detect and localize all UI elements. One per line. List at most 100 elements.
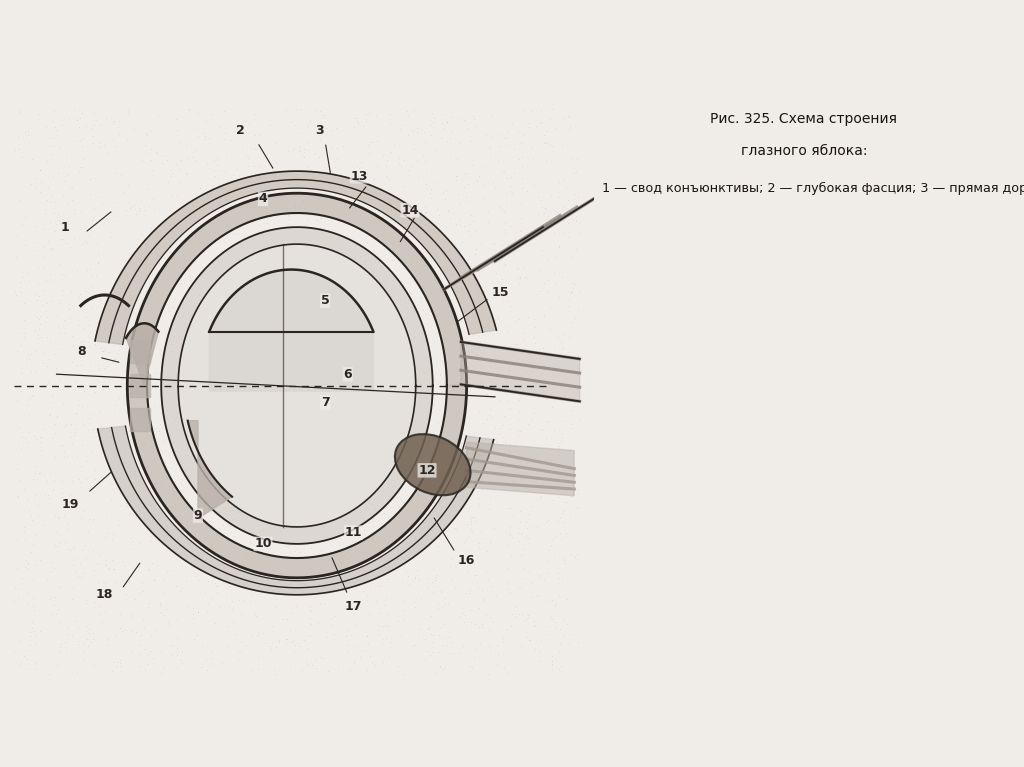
Point xyxy=(358,630,375,642)
Point xyxy=(289,306,305,318)
Point xyxy=(63,193,80,206)
Point xyxy=(250,177,266,189)
Point xyxy=(298,326,314,338)
Point xyxy=(563,394,580,407)
Point xyxy=(178,253,195,265)
Point xyxy=(531,264,548,276)
Point xyxy=(143,645,160,657)
Point xyxy=(378,312,394,324)
Point xyxy=(556,629,572,641)
Point xyxy=(419,232,435,245)
Point xyxy=(473,377,489,389)
Point xyxy=(73,571,89,584)
Point xyxy=(211,263,227,275)
Point xyxy=(111,120,127,133)
Point xyxy=(444,395,461,407)
Point xyxy=(196,438,212,450)
Point xyxy=(350,439,367,451)
Point xyxy=(44,432,60,444)
Point xyxy=(156,660,172,673)
Point xyxy=(203,591,219,604)
Point xyxy=(300,493,316,505)
Point xyxy=(358,169,375,181)
Point xyxy=(248,288,264,300)
Point xyxy=(288,207,304,219)
Point xyxy=(67,104,83,117)
Point xyxy=(228,440,245,453)
Point xyxy=(537,136,553,148)
Point xyxy=(432,263,449,275)
Point xyxy=(73,206,89,219)
Point xyxy=(399,480,416,492)
Point xyxy=(295,409,311,421)
Point xyxy=(502,423,518,435)
Point xyxy=(554,215,570,227)
Point xyxy=(74,413,90,426)
Point xyxy=(283,399,299,411)
Point xyxy=(459,443,475,456)
Point xyxy=(522,105,539,117)
Point xyxy=(384,254,400,266)
Point xyxy=(224,308,241,320)
Point xyxy=(362,516,379,528)
Point xyxy=(171,280,187,292)
Point xyxy=(335,429,351,441)
Point xyxy=(142,380,159,392)
Point xyxy=(45,243,61,255)
Point xyxy=(33,331,49,343)
Point xyxy=(115,186,131,199)
Point xyxy=(161,305,177,318)
Point xyxy=(292,479,308,492)
Point xyxy=(344,168,360,180)
Point xyxy=(512,515,528,528)
Point xyxy=(87,596,103,608)
Point xyxy=(87,464,103,476)
Point xyxy=(47,538,63,551)
Point xyxy=(299,143,315,156)
Point xyxy=(60,303,77,315)
Point xyxy=(374,475,390,487)
Point xyxy=(103,494,120,506)
Point xyxy=(147,146,164,158)
Point xyxy=(157,587,173,599)
Point xyxy=(417,653,433,666)
Point xyxy=(351,161,368,173)
Point xyxy=(267,420,284,433)
Point xyxy=(529,191,546,203)
Point xyxy=(418,166,434,178)
Point xyxy=(371,470,387,482)
Point xyxy=(161,371,177,384)
Point xyxy=(265,293,282,305)
Point xyxy=(488,658,505,670)
Point xyxy=(118,204,134,216)
Point xyxy=(490,460,507,472)
Point xyxy=(369,224,385,236)
Point xyxy=(395,595,412,607)
Point xyxy=(258,451,274,463)
Point xyxy=(42,216,58,229)
Point xyxy=(345,410,361,422)
Point xyxy=(16,650,33,662)
Point xyxy=(93,546,110,558)
Point xyxy=(228,163,245,176)
Point xyxy=(379,234,395,246)
Point xyxy=(145,378,162,390)
Point xyxy=(393,630,410,642)
Point xyxy=(197,130,213,143)
Point xyxy=(375,567,391,579)
Point xyxy=(503,170,519,183)
Point xyxy=(278,377,294,390)
Point xyxy=(424,636,440,648)
Point xyxy=(288,446,304,459)
Point xyxy=(19,493,36,505)
Point xyxy=(187,569,204,581)
Point xyxy=(309,214,326,226)
Point xyxy=(397,565,414,578)
Point xyxy=(525,153,542,165)
Point xyxy=(27,288,43,301)
Point xyxy=(240,152,256,164)
Point xyxy=(77,540,93,552)
Point xyxy=(182,439,199,451)
Point xyxy=(85,431,101,443)
Point xyxy=(35,357,51,369)
